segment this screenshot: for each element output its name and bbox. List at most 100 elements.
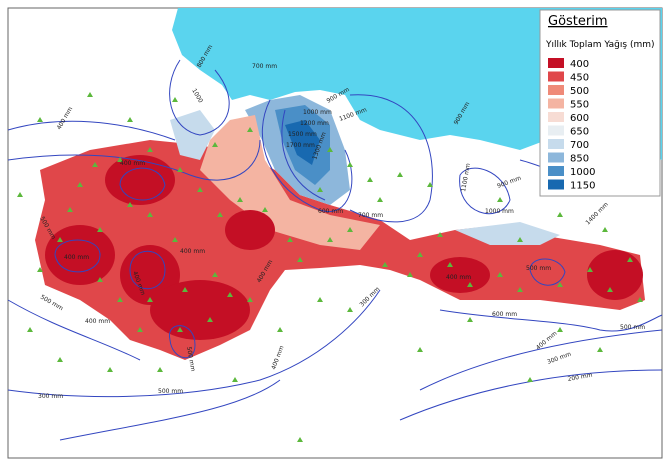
station: [177, 167, 183, 172]
contour-label: 400 mm: [446, 274, 471, 281]
contour: [129, 250, 166, 290]
station: [397, 172, 403, 177]
contour: [281, 109, 326, 201]
legend-swatch: [548, 71, 564, 82]
contour-label: 600 mm: [318, 208, 343, 215]
legend-label: 500: [570, 86, 589, 97]
legend-subtitle: Yıllık Toplam Yağış (mm): [545, 40, 655, 50]
station: [212, 142, 218, 147]
station: [67, 207, 73, 212]
station: [147, 212, 153, 217]
contour-label: 500 mm: [620, 324, 645, 331]
station: [607, 287, 613, 292]
station: [287, 237, 293, 242]
contour: [54, 239, 101, 273]
station: [557, 212, 563, 217]
legend-title: Gösterim: [548, 14, 608, 29]
contour: [169, 59, 230, 136]
station: [527, 377, 533, 382]
contour: [7, 289, 381, 398]
station: [297, 437, 303, 442]
station: [377, 197, 383, 202]
contour: [419, 329, 663, 391]
contour-label: 1700 mm: [286, 142, 315, 149]
station: [127, 202, 133, 207]
station: [347, 307, 353, 312]
legend-swatch: [548, 112, 564, 122]
station: [177, 327, 183, 332]
station: [117, 157, 123, 162]
contour: [119, 167, 166, 201]
station: [347, 227, 353, 232]
station: [637, 297, 643, 302]
rainfall-west-high: [170, 110, 215, 160]
rainfall-east-high: [455, 222, 560, 245]
station: [447, 262, 453, 267]
station: [87, 92, 93, 97]
legend-swatch: [548, 98, 564, 109]
contour-label: 1500 mm: [288, 131, 317, 138]
station: [597, 347, 603, 352]
contour-label: 400 mm: [64, 254, 89, 261]
contour-label: 300 mm: [38, 393, 63, 400]
station: [172, 237, 178, 242]
station: [57, 237, 63, 242]
contour: [7, 299, 141, 361]
contour: [349, 94, 433, 223]
station: [77, 182, 83, 187]
station: [327, 237, 333, 242]
station: [27, 327, 33, 332]
station: [437, 232, 443, 237]
station: [227, 292, 233, 297]
station: [317, 297, 323, 302]
station: [127, 117, 133, 122]
contours: [7, 59, 663, 441]
station: [247, 127, 253, 132]
rainfall-mid: [200, 115, 380, 250]
station: [627, 257, 633, 262]
station: [117, 297, 123, 302]
legend-items: 400 450 500 550 600 650 700 850 1000 1150: [548, 58, 595, 192]
station: [417, 252, 423, 257]
station: [317, 187, 323, 192]
station: [232, 377, 238, 382]
legend-label: 400: [570, 59, 589, 70]
legend: Gösterim Yıllık Toplam Yağış (mm) 400 450…: [539, 9, 661, 197]
station: [557, 282, 563, 287]
contour: [7, 120, 176, 141]
station: [182, 287, 188, 292]
contour: [59, 379, 281, 441]
legend-label: 1150: [570, 181, 595, 192]
rainfall-highest: [285, 120, 320, 165]
station: [297, 257, 303, 262]
station: [92, 162, 98, 167]
contour-label: 1000 mm: [303, 109, 332, 116]
contour: [169, 325, 196, 358]
contour-label: 200 mm: [567, 372, 593, 383]
station: [367, 177, 373, 182]
station: [557, 327, 563, 332]
legend-label: 700: [570, 140, 589, 151]
contour-label: 1100 mm: [460, 163, 472, 193]
legend-label: 650: [570, 127, 589, 138]
station: [382, 262, 388, 267]
station: [497, 272, 503, 277]
legend-swatch: [548, 125, 564, 136]
station: [137, 327, 143, 332]
contour-label: 400 mm: [180, 248, 205, 255]
legend-label: 850: [570, 154, 589, 165]
dry-core: [45, 225, 115, 285]
station: [97, 227, 103, 232]
contour-label: 600 mm: [492, 311, 517, 318]
station: [517, 237, 523, 242]
legend-label: 450: [570, 73, 589, 84]
station: [37, 117, 43, 122]
station: [497, 197, 503, 202]
station: [247, 297, 253, 302]
station: [417, 347, 423, 352]
dry-core: [150, 280, 250, 340]
station: [157, 367, 163, 372]
station: [407, 272, 413, 277]
contour-label: 1000 mm: [485, 208, 514, 215]
